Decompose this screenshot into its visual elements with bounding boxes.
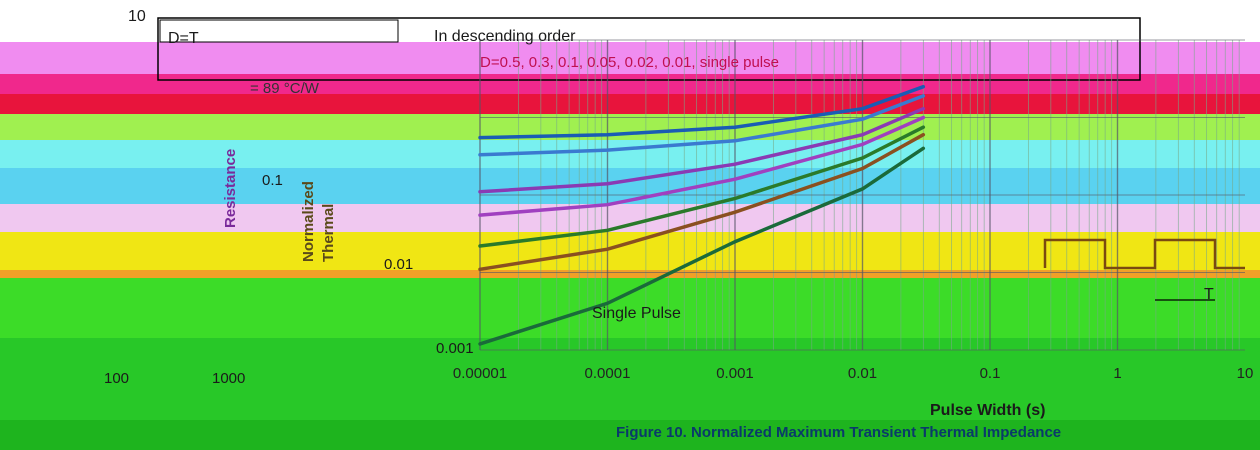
- x-axis-title: Pulse Width (s): [930, 402, 1046, 419]
- rja-note: = 89 °C/W: [250, 80, 319, 97]
- pulse-waveform: [1043, 238, 1245, 270]
- series-line-single-pulse: [478, 146, 926, 346]
- x-tick-label: 0.01: [848, 365, 877, 382]
- y-tick-0.001: 0.001: [436, 340, 474, 357]
- color-band: [0, 232, 1260, 270]
- series-line-d-0-3: [478, 94, 926, 157]
- x-tick-label: 0.1: [980, 365, 1001, 382]
- color-band: [0, 270, 1260, 278]
- color-band: [0, 94, 1260, 114]
- formula-box: [159, 19, 399, 43]
- series-line-d-0-05: [478, 115, 926, 217]
- y-axis-label-line3: Resistance: [222, 148, 239, 228]
- y-tick-0.01: 0.01: [384, 256, 414, 273]
- top-number: 10: [128, 8, 146, 25]
- x-tick-label: 1: [1113, 365, 1121, 382]
- series-line-d-0-5: [478, 84, 926, 140]
- x-tick-label: 0.0001: [585, 365, 631, 382]
- color-band: [0, 204, 1260, 232]
- figure-caption: Figure 10. Normalized Maximum Transient …: [616, 424, 1062, 441]
- legend-frame: [157, 17, 1141, 81]
- pulse-t-label: T: [1204, 286, 1214, 303]
- color-band: [0, 114, 1260, 140]
- y-tick-0.1: 0.1: [262, 172, 283, 189]
- x-tick-1000-left: 1000: [212, 370, 246, 387]
- color-band: [0, 420, 1260, 450]
- color-band: [0, 278, 1260, 338]
- y-axis-label-line1: Normalized: [300, 181, 317, 262]
- series-line-d-0-01: [478, 132, 926, 272]
- color-band: [0, 338, 1260, 420]
- y-axis-label-line2: Thermal: [320, 203, 337, 262]
- single-pulse-label: Single Pulse: [592, 305, 681, 322]
- legend-series: D=0.5, 0.3, 0.1, 0.05, 0.02, 0.01, singl…: [480, 54, 779, 71]
- series-line-d-0-02: [478, 125, 926, 248]
- series-line-d-0-1: [478, 106, 926, 194]
- duty-formula: D=T: [168, 30, 199, 47]
- color-band: [0, 74, 1260, 94]
- order-note: In descending order: [434, 28, 576, 45]
- color-band: [0, 42, 1260, 74]
- x-tick-label: 0.00001: [453, 365, 507, 382]
- x-tick-label: 10: [1237, 365, 1254, 382]
- x-tick-100-left: 100: [104, 370, 130, 387]
- color-band: [0, 140, 1260, 168]
- color-band: [0, 168, 1260, 204]
- x-tick-label: 0.001: [716, 365, 754, 382]
